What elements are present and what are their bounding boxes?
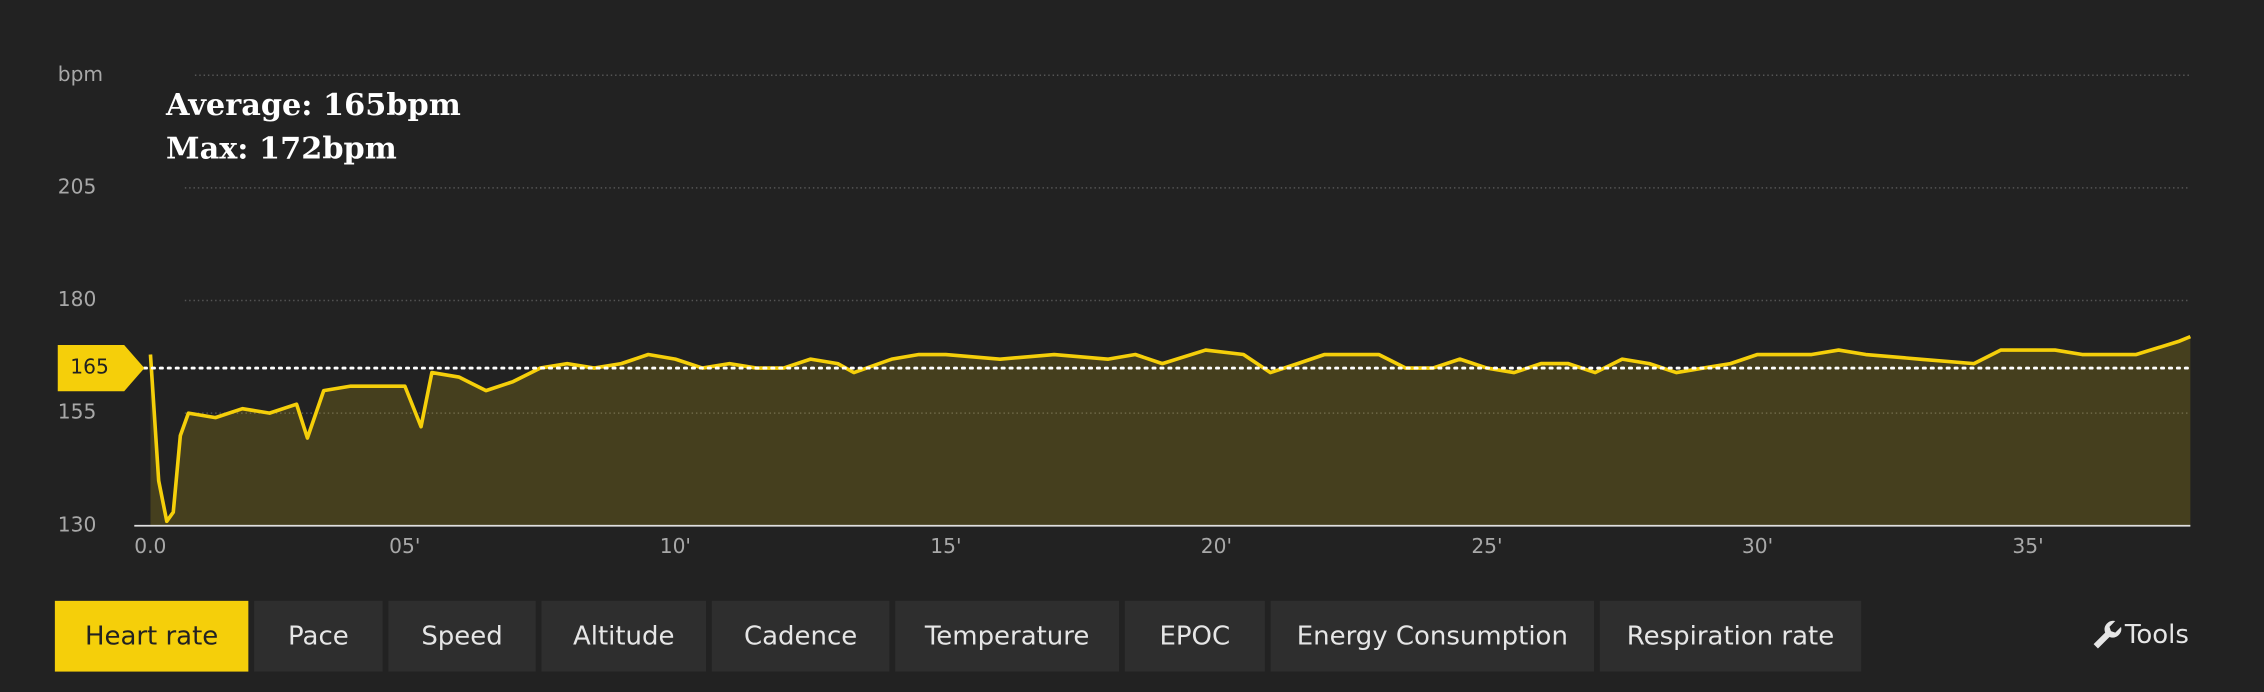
tab-label: Temperature <box>924 621 1090 651</box>
tools-button[interactable]: Tools <box>2093 620 2189 650</box>
tab-label: Cadence <box>744 621 857 651</box>
x-tick-label: 20' <box>1201 534 1232 558</box>
tab-label: Pace <box>288 621 349 651</box>
x-tick-label: 15' <box>930 534 961 558</box>
y-axis-label: bpm <box>58 62 103 86</box>
tab-label: Speed <box>421 621 502 651</box>
area <box>150 336 2191 526</box>
tab-button[interactable]: Heart rate <box>54 600 249 672</box>
tab-button[interactable]: Respiration rate <box>1599 600 1862 672</box>
x-tick-label: 25' <box>1471 534 1502 558</box>
tab-button[interactable]: Speed <box>388 600 536 672</box>
tab-background <box>54 600 249 672</box>
tools-label: Tools <box>2124 620 2189 650</box>
x-tick-label: 35' <box>2012 534 2043 558</box>
tab-background <box>711 600 890 672</box>
tab-background <box>895 600 1120 672</box>
tab-label: Energy Consumption <box>1297 621 1568 651</box>
tab-label: Heart rate <box>85 621 218 651</box>
tab-button[interactable]: Temperature <box>895 600 1120 672</box>
y-tick-label: 180 <box>58 287 97 311</box>
x-tick-label: 10' <box>660 534 691 558</box>
tab-background <box>541 600 707 672</box>
x-tick-label: 30' <box>1742 534 1773 558</box>
y-tick-label: 155 <box>58 400 97 424</box>
tab-label: Altitude <box>573 621 674 651</box>
y-tick-label: 130 <box>58 512 97 536</box>
tab-background <box>1270 600 1595 672</box>
x-tick-label: 05' <box>389 534 420 558</box>
tab-button[interactable]: Energy Consumption <box>1270 600 1595 672</box>
average-marker <box>57 344 145 392</box>
wrench-icon <box>2093 620 2122 649</box>
tab-label: Respiration rate <box>1627 621 1834 651</box>
tab-background <box>1124 600 1265 672</box>
average-marker-label: 165 <box>70 355 109 379</box>
tab-background <box>254 600 383 672</box>
average-annotation: Average: 165bpm <box>165 88 461 123</box>
max-annotation: Max: 172bpm <box>166 131 397 166</box>
tab-label: EPOC <box>1159 621 1230 651</box>
line <box>148 334 2192 524</box>
tab-button[interactable]: EPOC <box>1124 600 1265 672</box>
tab-background <box>1599 600 1862 672</box>
tab-button[interactable]: Altitude <box>541 600 707 672</box>
tab-button[interactable]: Cadence <box>711 600 890 672</box>
tab-button[interactable]: Pace <box>254 600 383 672</box>
y-tick-label: 205 <box>58 174 97 198</box>
tab-background <box>388 600 536 672</box>
x-tick-label: 0.0 <box>134 534 166 558</box>
